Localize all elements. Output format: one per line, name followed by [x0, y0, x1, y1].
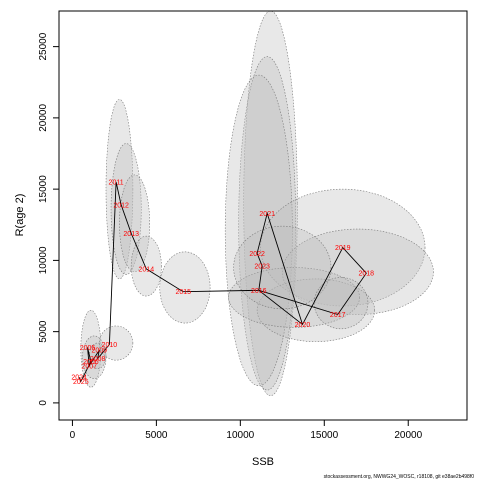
ellipse-layer [80, 10, 434, 397]
x-tick-label: 20000 [394, 430, 422, 441]
year-label: 2018 [358, 271, 374, 278]
y-axis: 0 5000 10000 15000 20000 25000 [38, 32, 59, 406]
x-tick-label: 0 [70, 430, 76, 441]
year-label: 2014 [139, 266, 155, 273]
x-tick-label: 15000 [310, 430, 338, 441]
year-label: 2023 [254, 264, 270, 271]
uncertainty-ellipse [243, 10, 298, 397]
y-tick-label: 5000 [38, 320, 49, 343]
year-label: 2013 [123, 231, 139, 238]
year-label: 2005 [80, 345, 96, 352]
year-label: 2008 [90, 356, 106, 363]
uncertainty-ellipse [119, 174, 150, 273]
uncertainty-ellipse [256, 278, 375, 342]
x-axis-title: SSB [252, 456, 274, 468]
year-label: 2011 [109, 180, 124, 187]
uncertainty-ellipse [110, 143, 142, 275]
year-label: 2019 [335, 245, 351, 252]
plot-frame [58, 10, 468, 421]
uncertainty-ellipse [233, 225, 332, 310]
footer-credit: stockassessment.org, NWWG24_WOSC, r18108… [324, 474, 475, 480]
x-tick-label: 10000 [226, 430, 254, 441]
year-label: 2007 [81, 363, 97, 370]
y-tick-label: 10000 [38, 246, 49, 274]
year-label: 2025 [73, 379, 89, 386]
uncertainty-ellipse [159, 251, 211, 324]
year-label: 2024 [71, 375, 87, 382]
y-tick-label: 15000 [38, 175, 49, 203]
y-tick-label: 20000 [38, 104, 49, 132]
year-label: 2017 [330, 312, 346, 319]
uncertainty-ellipse [238, 56, 297, 391]
uncertainty-ellipse [282, 228, 434, 315]
year-label: 2021 [259, 211, 275, 218]
uncertainty-ellipse [80, 309, 102, 388]
uncertainty-ellipse [224, 74, 293, 387]
year-label: 2020 [295, 322, 311, 329]
year-label: 2012 [113, 202, 129, 209]
x-tick-label: 5000 [145, 430, 168, 441]
year-label: 2015 [175, 289, 191, 296]
y-tick-label: 0 [38, 400, 49, 406]
y-axis-title: R(age 2) [14, 194, 26, 237]
sr-trajectory-line [78, 181, 367, 383]
x-axis: 0 5000 10000 15000 20000 [70, 420, 423, 441]
year-label: 2022 [249, 251, 265, 258]
year-label: 2009 [92, 348, 108, 355]
year-label: 2016 [251, 288, 267, 295]
path-layer [78, 181, 367, 383]
uncertainty-ellipse [98, 325, 134, 361]
y-tick-label: 25000 [38, 32, 49, 60]
uncertainty-ellipse [105, 99, 134, 280]
year-label: 2006 [83, 359, 99, 366]
uncertainty-ellipse [313, 277, 369, 330]
year-label: 2010 [102, 342, 118, 349]
